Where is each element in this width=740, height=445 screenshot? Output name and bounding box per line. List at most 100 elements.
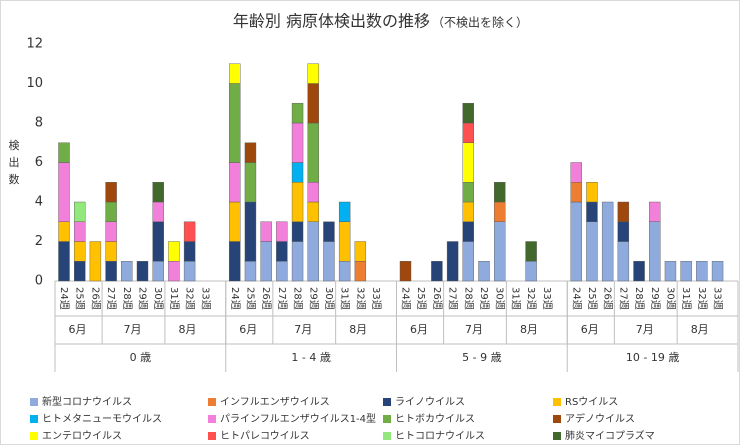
bar-segment: [229, 162, 241, 203]
bar-segment: [680, 261, 692, 282]
bar-segment: [338, 221, 351, 262]
chart-title: 年齢別 病原体検出数の推移: [233, 12, 430, 31]
legend-label: ヒトボカウイルス: [395, 413, 475, 425]
bar-segment: [586, 201, 598, 222]
bar-segment: [276, 261, 288, 282]
bar-segment: [73, 261, 86, 282]
month-label: 7月: [636, 323, 654, 336]
bar-segment: [307, 122, 319, 183]
bar-segment: [338, 201, 351, 222]
legend-label: インフルエンザウイルス: [220, 396, 330, 408]
x-tick-label: 31週: [680, 287, 692, 310]
x-tick-label: 32週: [354, 287, 366, 310]
bar-segment: [105, 201, 117, 222]
x-tick-label: 24週: [400, 287, 412, 310]
x-tick-label: 29週: [649, 287, 661, 310]
group-label: 0 歳: [130, 351, 152, 364]
bar-segment: [338, 261, 351, 282]
bar-segment: [664, 261, 677, 282]
bar-segment: [73, 221, 86, 242]
bar-segment: [291, 221, 304, 242]
x-tick-label: 28週: [462, 287, 474, 310]
bar-segment: [307, 63, 319, 84]
bar-segment: [462, 241, 474, 282]
bar-segment: [462, 182, 474, 203]
bar-segment: [229, 63, 241, 84]
bar-segment: [244, 201, 257, 262]
bar-segment: [152, 182, 164, 203]
bar-segment: [105, 221, 117, 242]
x-tick-label: 24週: [570, 287, 582, 310]
bar-segment: [260, 241, 272, 282]
y-tick-label: 12: [26, 37, 43, 52]
legend-swatch: [208, 432, 216, 440]
legend-label: パラインフルエンザウイルス1-4型: [220, 412, 376, 425]
x-tick-label: 26週: [260, 287, 272, 310]
x-tick-label: 31週: [168, 287, 180, 310]
x-tick-label: 28週: [633, 287, 645, 310]
bar-segment: [276, 241, 288, 262]
legend-swatch: [383, 415, 391, 423]
month-label: 7月: [294, 323, 312, 336]
bar-segment: [291, 103, 304, 124]
month-label: 7月: [124, 323, 142, 336]
bar-segment: [291, 182, 304, 222]
bar-segment: [462, 221, 474, 242]
bar-segment: [307, 201, 319, 222]
bar-segment: [152, 261, 164, 282]
legend-label: ヒトコロナウイルス: [395, 430, 485, 442]
bar-segment: [121, 261, 133, 282]
y-tick-label: 8: [35, 116, 43, 131]
x-tick-label: 30週: [152, 287, 164, 310]
bar-segment: [183, 241, 196, 262]
x-tick-label: 29週: [137, 287, 149, 310]
bar-segment: [152, 221, 164, 262]
bar-segment: [525, 241, 537, 262]
bar-segment: [570, 201, 582, 282]
x-tick-label: 27週: [617, 287, 629, 310]
x-tick-label: 28週: [292, 287, 304, 310]
month-label: 8月: [178, 323, 196, 336]
legend-label: アデノウイルス: [565, 412, 635, 425]
x-tick-label: 25週: [586, 287, 598, 310]
bar-segment: [649, 201, 661, 222]
bar-segment: [525, 261, 537, 282]
x-tick-label: 30週: [494, 287, 506, 310]
x-tick-label: 25週: [415, 287, 427, 310]
bar-segment: [244, 261, 257, 282]
bar-segment: [291, 162, 304, 183]
group-label: 10 - 19 歳: [626, 351, 679, 364]
x-tick-label: 27週: [447, 287, 459, 310]
bar-segment: [617, 201, 630, 222]
x-tick-label: 26週: [89, 287, 101, 310]
bar-segment: [323, 241, 335, 282]
bar-segment: [307, 221, 319, 282]
x-tick-label: 33週: [712, 287, 724, 310]
group-label: 1 - 4 歳: [291, 351, 330, 364]
bar-segment: [58, 221, 70, 242]
bar-segment: [307, 83, 319, 124]
bar-segment: [183, 221, 196, 242]
bar-segment: [229, 241, 241, 282]
x-tick-label: 24週: [58, 287, 70, 310]
bar-segment: [58, 142, 70, 163]
legend-swatch: [553, 415, 561, 423]
chart-subtitle: （不検出を除く）: [432, 15, 528, 30]
x-tick-label: 26週: [431, 287, 443, 310]
legend-swatch: [208, 398, 216, 406]
bar-segment: [617, 241, 630, 282]
bar-segment: [462, 103, 474, 124]
y-tick-label: 6: [35, 155, 43, 170]
bar-segment: [570, 182, 582, 203]
bar-segment: [711, 261, 724, 282]
bar-segment: [478, 261, 490, 282]
x-tick-label: 33週: [199, 287, 211, 310]
bar-segment: [431, 261, 443, 282]
x-tick-label: 30週: [323, 287, 335, 310]
month-label: 6月: [239, 323, 257, 336]
bar-segment: [494, 201, 506, 222]
month-label: 8月: [349, 323, 367, 336]
y-tick-label: 2: [35, 234, 43, 249]
